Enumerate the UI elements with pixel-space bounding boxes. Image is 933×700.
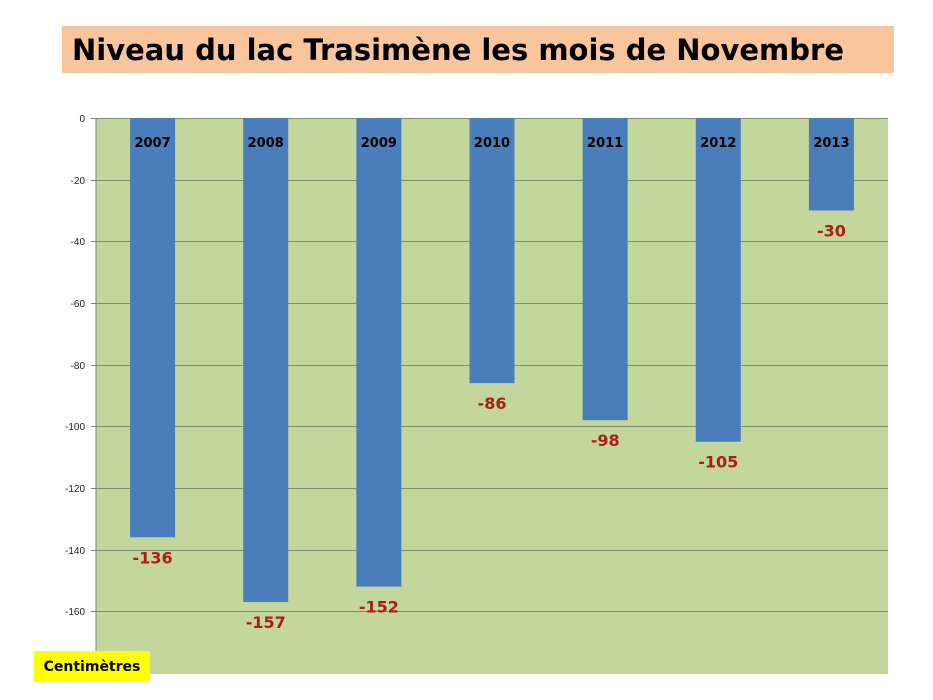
y-tick-label: -160 [65,607,85,618]
category-label: 2012 [700,136,736,151]
bars [130,118,854,603]
y-axis-ticks: 0 -20 -40 -60 -80 -100 -120 -140 -160 [65,114,96,618]
y-tick-label: -20 [71,176,86,187]
category-label: 2011 [587,136,623,151]
y-tick-label: -140 [65,546,85,557]
y-tick-label: -60 [71,299,86,310]
data-labels: -136 -157 -152 -86 -98 -105 -30 [133,221,846,632]
category-labels: 2007 2008 2009 2010 2011 2012 2013 [134,136,849,151]
data-label: -136 [133,548,173,567]
data-label: -157 [246,613,286,632]
data-label: -152 [359,598,399,617]
data-label: -105 [698,453,738,472]
y-tick-label: -100 [65,422,85,433]
bar [695,118,741,442]
y-tick-label: 0 [79,114,85,125]
category-label: 2010 [474,136,510,151]
data-label: -86 [478,394,507,413]
bar [469,118,515,384]
y-tick-label: -40 [71,237,86,248]
unit-label: Centimètres [34,651,150,682]
category-label: 2013 [813,136,849,151]
category-label: 2007 [134,136,170,151]
category-label: 2008 [248,136,284,151]
chart-title: Niveau du lac Trasimène les mois de Nove… [62,26,894,73]
bar [243,118,289,603]
bar [808,118,854,211]
bar [582,118,628,421]
data-label: -98 [591,431,620,450]
bar [356,118,402,587]
data-label: -30 [817,221,846,240]
y-tick-label: -80 [71,361,86,372]
category-label: 2009 [361,136,397,151]
bar [130,118,176,538]
y-tick-label: -120 [65,484,85,495]
